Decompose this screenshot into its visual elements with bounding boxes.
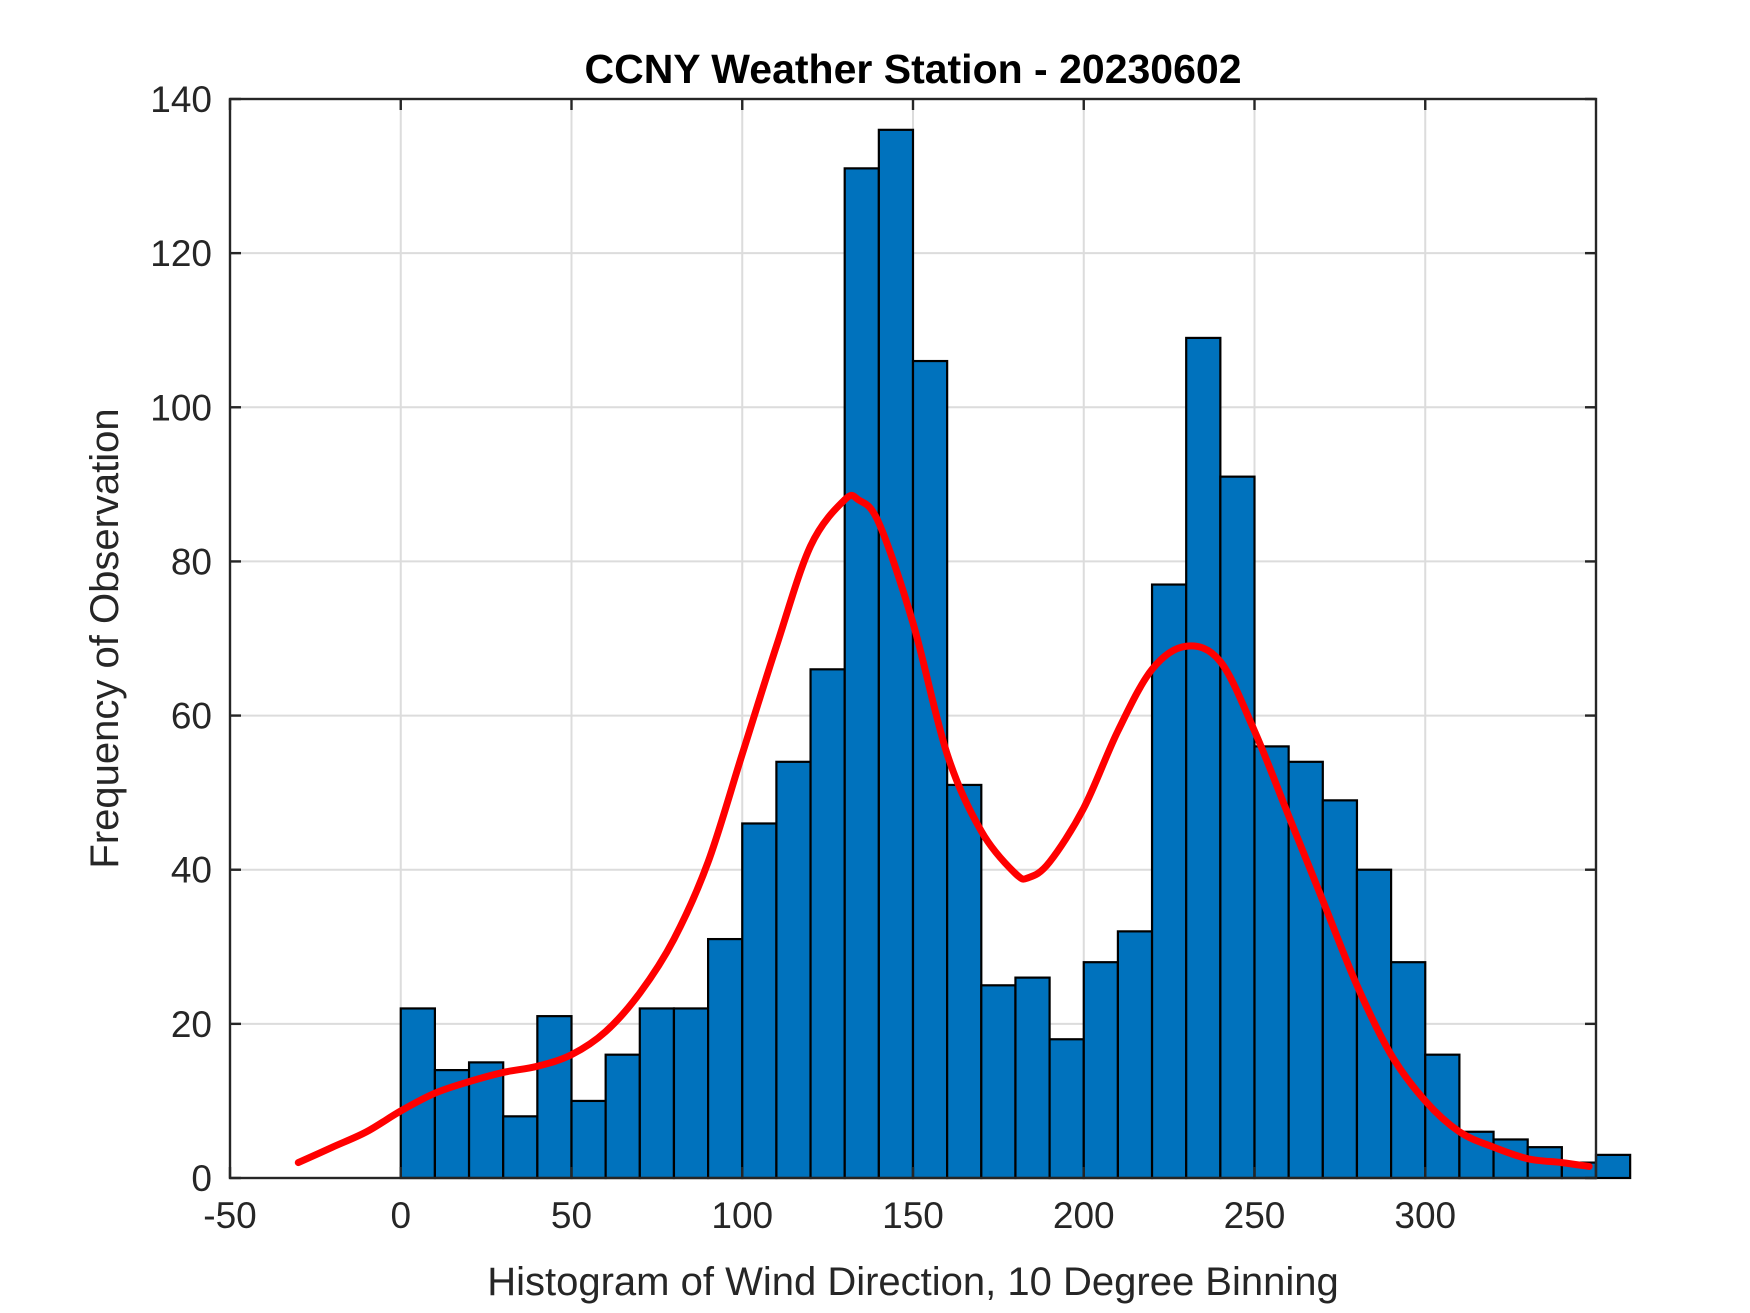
- fit-curve-line: [294, 491, 1593, 1170]
- y-tick-label: 0: [191, 1158, 212, 1199]
- y-tick-label: 60: [171, 696, 212, 737]
- x-tick-label: 150: [882, 1195, 944, 1236]
- histogram-bar: [1082, 961, 1120, 1180]
- histogram-bar: [1594, 1153, 1632, 1180]
- histogram-bar: [1116, 930, 1154, 1180]
- chart-title: CCNY Weather Station - 20230602: [584, 46, 1241, 92]
- y-tick-label: 120: [150, 233, 212, 274]
- histogram-bar: [877, 128, 915, 1180]
- histogram-bar: [946, 783, 983, 1180]
- x-tick-label: 250: [1224, 1195, 1286, 1236]
- histogram-bar: [502, 1115, 539, 1180]
- histogram-bar: [980, 984, 1017, 1180]
- x-tick-label: 0: [390, 1195, 411, 1236]
- histogram-bar: [1389, 961, 1427, 1180]
- fit-curve-layer: [294, 491, 1593, 1170]
- y-tick-label: 80: [171, 541, 212, 582]
- histogram-bar: [1321, 799, 1359, 1180]
- x-tick-label: 50: [551, 1195, 592, 1236]
- x-tick-label: -50: [203, 1195, 256, 1236]
- y-tick-label: 140: [150, 79, 212, 120]
- x-tick-label: 300: [1394, 1195, 1456, 1236]
- histogram-bar: [741, 822, 778, 1180]
- histogram-bar: [809, 668, 846, 1180]
- histogram-bar: [1014, 976, 1051, 1180]
- x-axis-label: Histogram of Wind Direction, 10 Degree B…: [487, 1260, 1339, 1304]
- y-tick-label: 100: [150, 387, 212, 428]
- histogram-bar: [604, 1053, 641, 1180]
- histogram-bar: [1048, 1038, 1085, 1180]
- histogram-bar: [843, 167, 880, 1180]
- y-axis-label: Frequency of Observation: [83, 408, 127, 868]
- histogram-bar: [911, 359, 949, 1180]
- histogram-bar: [672, 1007, 710, 1180]
- x-tick-label: 200: [1053, 1195, 1115, 1236]
- x-tick-label: 100: [711, 1195, 773, 1236]
- histogram-bar: [775, 760, 812, 1180]
- histogram-bar: [706, 937, 744, 1180]
- histogram-bar: [1185, 336, 1222, 1180]
- histogram-bar: [570, 1099, 607, 1180]
- histogram-bar: [1150, 583, 1188, 1180]
- histogram-bar: [1219, 475, 1256, 1180]
- histogram-bar: [536, 1015, 573, 1180]
- histogram-bar: [1424, 1053, 1461, 1180]
- y-tick-label: 40: [171, 850, 212, 891]
- y-tick-label: 20: [171, 1004, 212, 1045]
- histogram-bar: [638, 1007, 676, 1180]
- histogram-bars: [399, 128, 1632, 1180]
